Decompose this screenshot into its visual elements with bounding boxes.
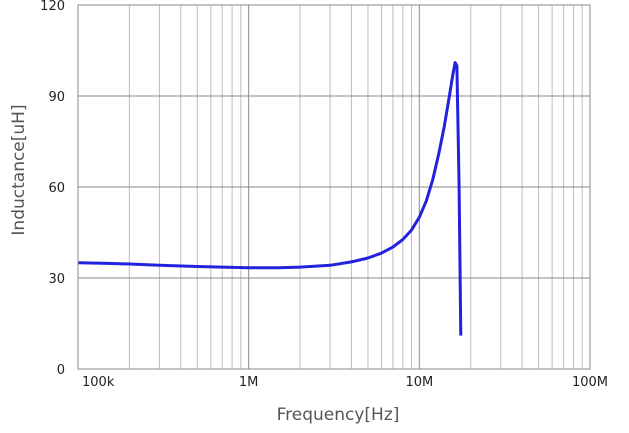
grid-lines <box>78 5 590 369</box>
x-tick-label: 100M <box>572 375 608 390</box>
y-tick-label: 90 <box>48 90 65 105</box>
x-axis-label: Frequency[Hz] <box>277 405 400 425</box>
series-line <box>77 61 463 336</box>
y-tick-label: 60 <box>48 181 65 196</box>
y-tick-label: 120 <box>40 0 65 14</box>
tick-labels: 100k 1M 10M 100M 0 30 60 90 120 <box>40 0 608 390</box>
y-tick-label: 0 <box>57 363 65 378</box>
y-axis-label: Inductance[uH] <box>9 104 29 235</box>
x-tick-label: 10M <box>405 375 433 390</box>
x-tick-label: 100k <box>82 375 115 390</box>
series-layer <box>77 61 463 336</box>
y-tick-label: 30 <box>48 272 65 287</box>
plot-frame <box>77 4 591 370</box>
x-tick-label: 1M <box>239 375 259 390</box>
